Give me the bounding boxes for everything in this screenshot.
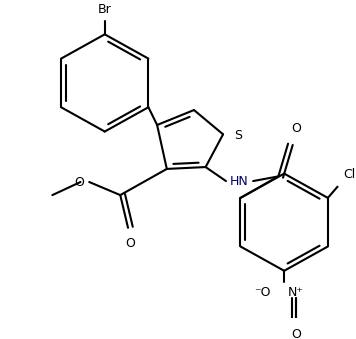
Text: O: O xyxy=(125,237,135,250)
Text: HN: HN xyxy=(230,175,249,187)
Text: O: O xyxy=(74,176,84,188)
Text: O: O xyxy=(291,122,301,135)
Text: Br: Br xyxy=(98,3,112,16)
Text: O: O xyxy=(291,328,301,339)
Text: Cl: Cl xyxy=(344,168,356,181)
Text: S: S xyxy=(234,129,242,142)
Text: ⁻O: ⁻O xyxy=(254,286,271,299)
Text: N⁺: N⁺ xyxy=(288,286,304,299)
